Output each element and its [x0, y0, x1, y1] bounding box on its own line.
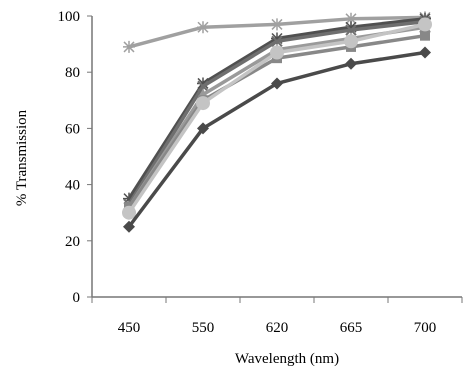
x-tick-label: 550: [192, 320, 215, 336]
data-point: [123, 192, 135, 205]
axes: 0 20 40 60 80 100 450 550 620 665 700: [58, 9, 463, 336]
y-tick-label: 100: [58, 9, 81, 25]
data-point: [419, 46, 431, 59]
y-tick-label: 40: [65, 178, 80, 194]
data-point: [345, 12, 357, 25]
data-point: [345, 21, 357, 34]
data-point: [197, 77, 209, 90]
labels: Wavelength (nm) % Transmission: [14, 109, 339, 367]
data-point: [271, 32, 283, 45]
data-point: [197, 122, 209, 135]
x-tick-label: 620: [266, 320, 289, 336]
series-layer: [122, 11, 432, 233]
data-point: [122, 205, 136, 220]
data-point: [271, 77, 283, 90]
y-tick-label: 20: [65, 234, 80, 250]
data-point: [345, 24, 357, 36]
y-tick-label: 0: [73, 290, 81, 306]
data-point: [197, 21, 209, 34]
data-point: [271, 35, 283, 47]
x-tick-label: 450: [118, 320, 141, 336]
data-point: [196, 96, 210, 111]
data-point: [270, 45, 284, 60]
series-6: [122, 17, 432, 220]
data-point: [271, 18, 283, 31]
y-tick-label: 60: [65, 121, 80, 137]
x-tick-label: 665: [340, 320, 363, 336]
x-axis-title: Wavelength (nm): [235, 351, 339, 367]
series-7: [123, 46, 431, 233]
y-tick-label: 80: [65, 65, 80, 81]
y-axis-title: % Transmission: [14, 109, 30, 206]
data-point: [197, 80, 209, 92]
data-point: [418, 17, 432, 32]
data-point: [344, 34, 358, 49]
data-point: [345, 57, 357, 70]
data-point: [123, 220, 135, 233]
data-point: [420, 30, 430, 41]
data-point: [123, 40, 135, 53]
x-tick-label: 700: [414, 320, 437, 336]
